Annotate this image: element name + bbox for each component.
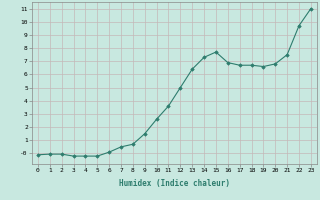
X-axis label: Humidex (Indice chaleur): Humidex (Indice chaleur): [119, 179, 230, 188]
